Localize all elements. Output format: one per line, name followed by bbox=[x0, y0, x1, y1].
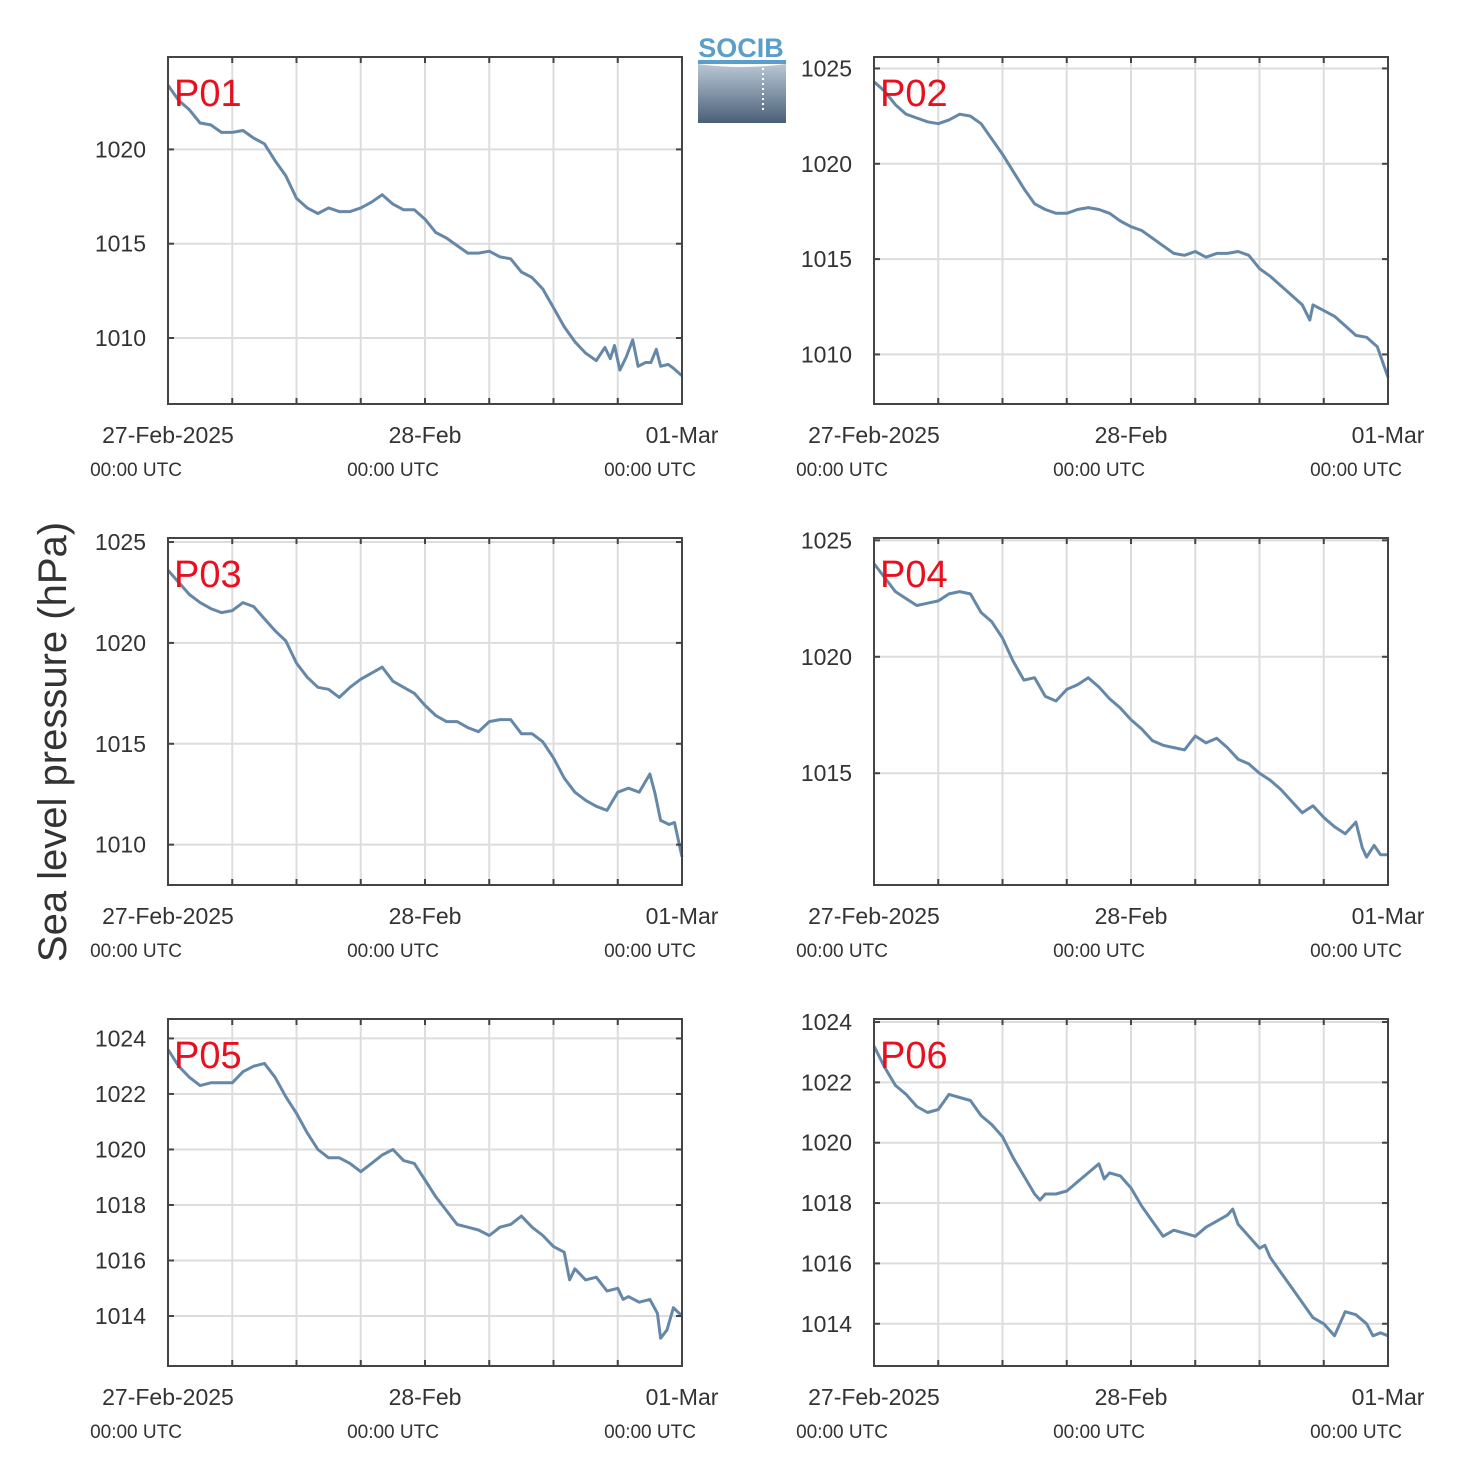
x-tick-label: 01-Mar bbox=[1352, 422, 1425, 448]
x-tick-sublabel: 00:00 UTC bbox=[796, 941, 888, 962]
x-tick-label: 28-Feb bbox=[389, 422, 462, 448]
y-tick-label: 1016 bbox=[95, 1248, 146, 1274]
y-tick-label: 1020 bbox=[801, 644, 852, 670]
y-axis-label: Sea level pressure (hPa) bbox=[31, 522, 75, 962]
x-tick-sublabel: 00:00 UTC bbox=[604, 460, 696, 481]
x-tick-label: 01-Mar bbox=[646, 422, 719, 448]
y-tick-label: 1025 bbox=[801, 55, 852, 81]
x-tick-label: 27-Feb-2025 bbox=[808, 903, 940, 929]
pressure-series-line bbox=[873, 80, 1390, 378]
pressure-series-line bbox=[872, 562, 1388, 859]
y-tick-label: 1016 bbox=[801, 1250, 852, 1276]
y-tick-label: 1018 bbox=[95, 1192, 146, 1218]
panel-tag: P05 bbox=[174, 1035, 242, 1077]
pressure-series-line bbox=[166, 569, 684, 858]
y-tick-label: 1010 bbox=[95, 325, 146, 351]
x-tick-label: 01-Mar bbox=[646, 1384, 719, 1410]
y-tick-label: 1015 bbox=[801, 246, 852, 272]
y-tick-label: 1010 bbox=[95, 832, 146, 858]
pressure-series-line bbox=[872, 1045, 1389, 1338]
y-tick-label: 1020 bbox=[801, 1130, 852, 1156]
x-tick-sublabel: 00:00 UTC bbox=[347, 941, 439, 962]
pressure-series-line bbox=[166, 84, 683, 377]
y-tick-label: 1024 bbox=[95, 1025, 146, 1051]
x-tick-sublabel: 00:00 UTC bbox=[1310, 460, 1402, 481]
y-tick-label: 1020 bbox=[95, 630, 146, 656]
panel-p04: 1015 1020 1025 27-Feb-2025 00:00 UTC 28-Feb 00… bbox=[796, 527, 1425, 962]
y-tick-label: 1015 bbox=[95, 231, 146, 257]
x-tick-label: 27-Feb-2025 bbox=[102, 422, 234, 448]
y-tick-label: 1020 bbox=[95, 1136, 146, 1162]
panel-p01: 1010 1015 1020 27-Feb-2025 00:00 UTC 28-Feb 00… bbox=[90, 56, 719, 481]
x-tick-sublabel: 00:00 UTC bbox=[90, 460, 182, 481]
y-tick-label: 1024 bbox=[801, 1009, 852, 1035]
x-tick-label: 28-Feb bbox=[1095, 903, 1168, 929]
y-tick-label: 1014 bbox=[95, 1303, 146, 1329]
panel-tag: P06 bbox=[880, 1035, 948, 1077]
x-tick-sublabel: 00:00 UTC bbox=[1310, 941, 1402, 962]
socib-logo-wave bbox=[698, 60, 786, 64]
x-tick-sublabel: 00:00 UTC bbox=[604, 1422, 696, 1443]
y-tick-label: 1025 bbox=[95, 529, 146, 555]
x-tick-sublabel: 00:00 UTC bbox=[796, 460, 888, 481]
x-tick-sublabel: 00:00 UTC bbox=[347, 1422, 439, 1443]
x-tick-sublabel: 00:00 UTC bbox=[1053, 1422, 1145, 1443]
socib-logo: SOCIB bbox=[698, 33, 786, 123]
x-tick-label: 01-Mar bbox=[1352, 1384, 1425, 1410]
x-tick-label: 27-Feb-2025 bbox=[808, 1384, 940, 1410]
y-tick-label: 1020 bbox=[95, 136, 146, 162]
pressure-series-line bbox=[166, 1048, 684, 1340]
panel-tag: P02 bbox=[880, 73, 948, 115]
x-tick-label: 28-Feb bbox=[389, 1384, 462, 1410]
x-tick-sublabel: 00:00 UTC bbox=[1310, 1422, 1402, 1443]
x-tick-label: 27-Feb-2025 bbox=[102, 1384, 234, 1410]
x-tick-label: 27-Feb-2025 bbox=[102, 903, 234, 929]
x-tick-sublabel: 00:00 UTC bbox=[604, 941, 696, 962]
x-tick-label: 01-Mar bbox=[646, 903, 719, 929]
panel-tag: P01 bbox=[174, 73, 242, 115]
x-tick-label: 01-Mar bbox=[1352, 903, 1425, 929]
y-tick-label: 1014 bbox=[801, 1311, 852, 1337]
x-tick-sublabel: 00:00 UTC bbox=[347, 460, 439, 481]
x-tick-label: 28-Feb bbox=[1095, 422, 1168, 448]
x-tick-sublabel: 00:00 UTC bbox=[90, 941, 182, 962]
x-tick-label: 28-Feb bbox=[389, 903, 462, 929]
panel-p02: 1010 1015 1020 1025 27-Feb-2025 00:00 UTC 28-F… bbox=[796, 55, 1425, 481]
panel-p03: 1010 1015 1020 1025 27-Feb-2025 00:00 UTC 28-F… bbox=[90, 529, 719, 962]
x-tick-sublabel: 00:00 UTC bbox=[1053, 460, 1145, 481]
x-tick-sublabel: 00:00 UTC bbox=[796, 1422, 888, 1443]
socib-logo-text: SOCIB bbox=[698, 33, 784, 63]
y-tick-label: 1020 bbox=[801, 151, 852, 177]
x-tick-sublabel: 00:00 UTC bbox=[90, 1422, 182, 1443]
socib-logo-body bbox=[698, 64, 786, 123]
panel-p05: 1014 1016 1018 1020 1022 1024 27-Feb-2025 00:00… bbox=[90, 1018, 719, 1443]
y-tick-label: 1022 bbox=[95, 1081, 146, 1107]
y-tick-label: 1010 bbox=[801, 341, 852, 367]
panel-tag: P03 bbox=[174, 554, 242, 596]
panel-p06: 1014 1016 1018 1020 1022 1024 27-Feb-2025 00:00… bbox=[796, 1009, 1425, 1443]
y-tick-label: 1018 bbox=[801, 1190, 852, 1216]
y-tick-label: 1015 bbox=[801, 760, 852, 786]
y-tick-label: 1022 bbox=[801, 1069, 852, 1095]
x-tick-sublabel: 00:00 UTC bbox=[1053, 941, 1145, 962]
panel-tag: P04 bbox=[880, 554, 948, 596]
y-tick-label: 1015 bbox=[95, 731, 146, 757]
x-tick-label: 28-Feb bbox=[1095, 1384, 1168, 1410]
x-tick-label: 27-Feb-2025 bbox=[808, 422, 940, 448]
y-tick-label: 1025 bbox=[801, 527, 852, 553]
